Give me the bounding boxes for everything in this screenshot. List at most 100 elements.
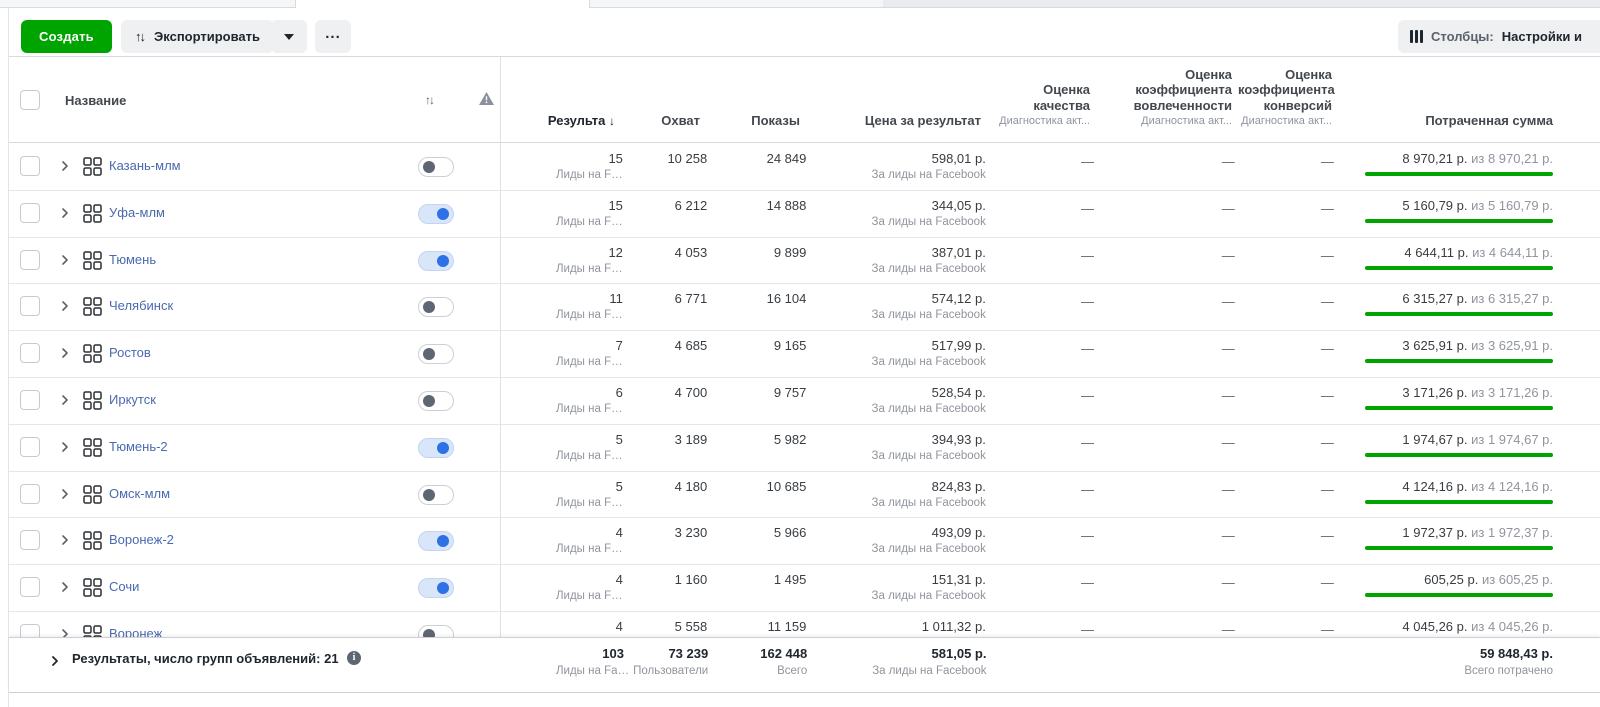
tab-left[interactable]	[0, 0, 295, 8]
expand-chevron-icon[interactable]	[59, 346, 71, 364]
cell-quality: —	[1080, 621, 1094, 637]
row-checkbox[interactable]	[20, 156, 40, 176]
adset-name-link[interactable]: Тюмень-2	[109, 438, 168, 454]
toggle-knob	[437, 535, 449, 548]
status-toggle-off[interactable]	[418, 297, 454, 318]
expand-chevron-icon[interactable]	[59, 393, 71, 411]
row-checkbox[interactable]	[20, 343, 40, 364]
column-conversion-ranking[interactable]: Оценка коэффициента конверсий Диагностик…	[1238, 67, 1335, 128]
expand-chevron-icon[interactable]	[59, 206, 71, 224]
info-icon[interactable]: i	[347, 651, 361, 665]
total-impressions: 162 448 Всего	[760, 646, 808, 677]
row-checkbox[interactable]	[20, 296, 40, 317]
adset-name-link[interactable]: Тюмень	[109, 251, 157, 267]
cell-engagement: —	[1221, 481, 1235, 497]
expand-chevron-icon[interactable]	[59, 627, 71, 637]
sort-icon[interactable]: ↑↓	[425, 93, 435, 107]
cell-conversions: —	[1320, 621, 1334, 637]
cell-amount-spent: 1 974,67 р. из 1 974,67 р.	[1340, 425, 1600, 471]
column-quality-ranking[interactable]: Оценка качества Диагностика акт...	[999, 82, 1090, 128]
adset-name-link[interactable]: Омск-млм	[109, 485, 171, 501]
row-checkbox[interactable]	[20, 249, 40, 270]
expand-chevron-icon[interactable]	[59, 299, 71, 317]
panel-left-border	[8, 8, 9, 707]
cell-impressions: 9 899	[773, 244, 807, 260]
export-button[interactable]: ↑↓ Экспортировать	[121, 20, 275, 53]
column-amount-spent[interactable]: Потраченная сумма	[1425, 112, 1553, 128]
cell-cost-per-result: 344,05 р. За лиды на Facebook	[871, 197, 986, 228]
status-toggle-off[interactable]	[418, 157, 454, 177]
row-checkbox[interactable]	[20, 530, 40, 551]
expand-chevron-icon[interactable]	[59, 533, 71, 551]
select-all-checkbox[interactable]	[20, 90, 40, 110]
create-button[interactable]: Создать	[21, 20, 112, 53]
status-toggle-on[interactable]	[418, 203, 454, 224]
expand-chevron-icon[interactable]	[59, 440, 71, 458]
budget-progress-bar	[1365, 312, 1554, 317]
status-toggle-on[interactable]	[418, 250, 454, 271]
row-checkbox[interactable]	[20, 483, 40, 504]
adset-name-link[interactable]: Воронеж	[109, 625, 163, 637]
adset-name-link[interactable]: Казань-млм	[109, 158, 181, 173]
cell-results: 4 Лиды на F…	[556, 525, 623, 556]
cell-impressions: 11 159	[767, 618, 807, 634]
table-row: Ростов 7 Лиды на F… 4 685 9 165 517,99 р…	[9, 331, 1600, 378]
caret-down-icon	[284, 33, 294, 40]
warning-icon	[478, 91, 495, 111]
toggle-knob	[423, 348, 435, 361]
row-checkbox[interactable]	[20, 202, 40, 223]
expand-chevron-icon[interactable]	[59, 159, 71, 177]
status-toggle-off[interactable]	[418, 624, 454, 637]
cell-conversions: —	[1320, 247, 1334, 263]
expand-chevron-icon[interactable]	[59, 253, 71, 271]
adset-name-link[interactable]: Ростов	[109, 345, 151, 361]
totals-label: Результаты, число групп объявлений: 21	[72, 651, 339, 666]
status-toggle-off[interactable]	[418, 484, 454, 505]
adset-name-link[interactable]: Челябинск	[109, 298, 174, 314]
cell-results: 15 Лиды на F…	[556, 151, 623, 181]
column-results[interactable]: Результа ↓	[547, 112, 615, 128]
cell-impressions: 24 849	[766, 151, 807, 166]
cell-impressions: 9 757	[773, 384, 807, 400]
column-cost-per-result[interactable]: Цена за результат	[864, 112, 981, 128]
tab-right[interactable]	[590, 0, 883, 8]
more-actions-button[interactable]: ...	[315, 20, 351, 53]
sort-desc-icon: ↓	[609, 113, 615, 128]
cell-quality: —	[1080, 575, 1094, 591]
cell-engagement: —	[1221, 434, 1235, 450]
expand-chevron-icon[interactable]	[59, 580, 71, 598]
adset-name-link[interactable]: Уфа-млм	[109, 204, 165, 220]
row-checkbox[interactable]	[20, 577, 40, 598]
column-reach[interactable]: Охват	[661, 112, 700, 128]
row-checkbox[interactable]	[20, 389, 40, 410]
status-toggle-off[interactable]	[418, 390, 454, 411]
adset-name-link[interactable]: Воронеж-2	[109, 532, 174, 548]
cell-results: 6 Лиды на F…	[556, 384, 623, 415]
row-checkbox[interactable]	[20, 623, 40, 637]
status-toggle-on[interactable]	[418, 437, 454, 458]
row-checkbox[interactable]	[20, 436, 40, 457]
column-name[interactable]: Название	[65, 93, 127, 108]
status-toggle-on[interactable]	[418, 578, 454, 599]
tab-active[interactable]	[295, 0, 590, 8]
toggle-knob	[437, 582, 449, 595]
columns-button[interactable]: Столбцы: Настройки и	[1398, 20, 1600, 53]
export-dropdown-button[interactable]	[271, 20, 307, 53]
adset-name-link[interactable]: Сочи	[109, 579, 140, 595]
cell-amount-spent: 6 315,27 р. из 6 315,27 р.	[1340, 284, 1600, 330]
status-toggle-off[interactable]	[418, 344, 454, 365]
adset-grid-icon	[83, 344, 102, 368]
cell-engagement: —	[1221, 341, 1235, 357]
column-engagement-ranking[interactable]: Оценка коэффициента вовлеченности Диагно…	[1133, 67, 1232, 128]
expand-chevron-icon[interactable]	[59, 487, 71, 505]
cell-conversions: —	[1320, 528, 1334, 544]
cell-amount-spent: 8 970,21 р. из 8 970,21 р.	[1340, 144, 1600, 190]
adset-name-link[interactable]: Иркутск	[109, 391, 156, 407]
adset-grid-icon	[83, 438, 102, 462]
column-impressions[interactable]: Показы	[751, 112, 800, 128]
totals-row: Результаты, число групп объявлений: 21 i…	[9, 637, 1600, 693]
adset-grid-icon	[83, 157, 102, 181]
status-toggle-on[interactable]	[418, 531, 454, 552]
totals-expand-chevron-icon[interactable]	[49, 654, 61, 672]
cell-results: 15 Лиды на F…	[556, 197, 623, 228]
